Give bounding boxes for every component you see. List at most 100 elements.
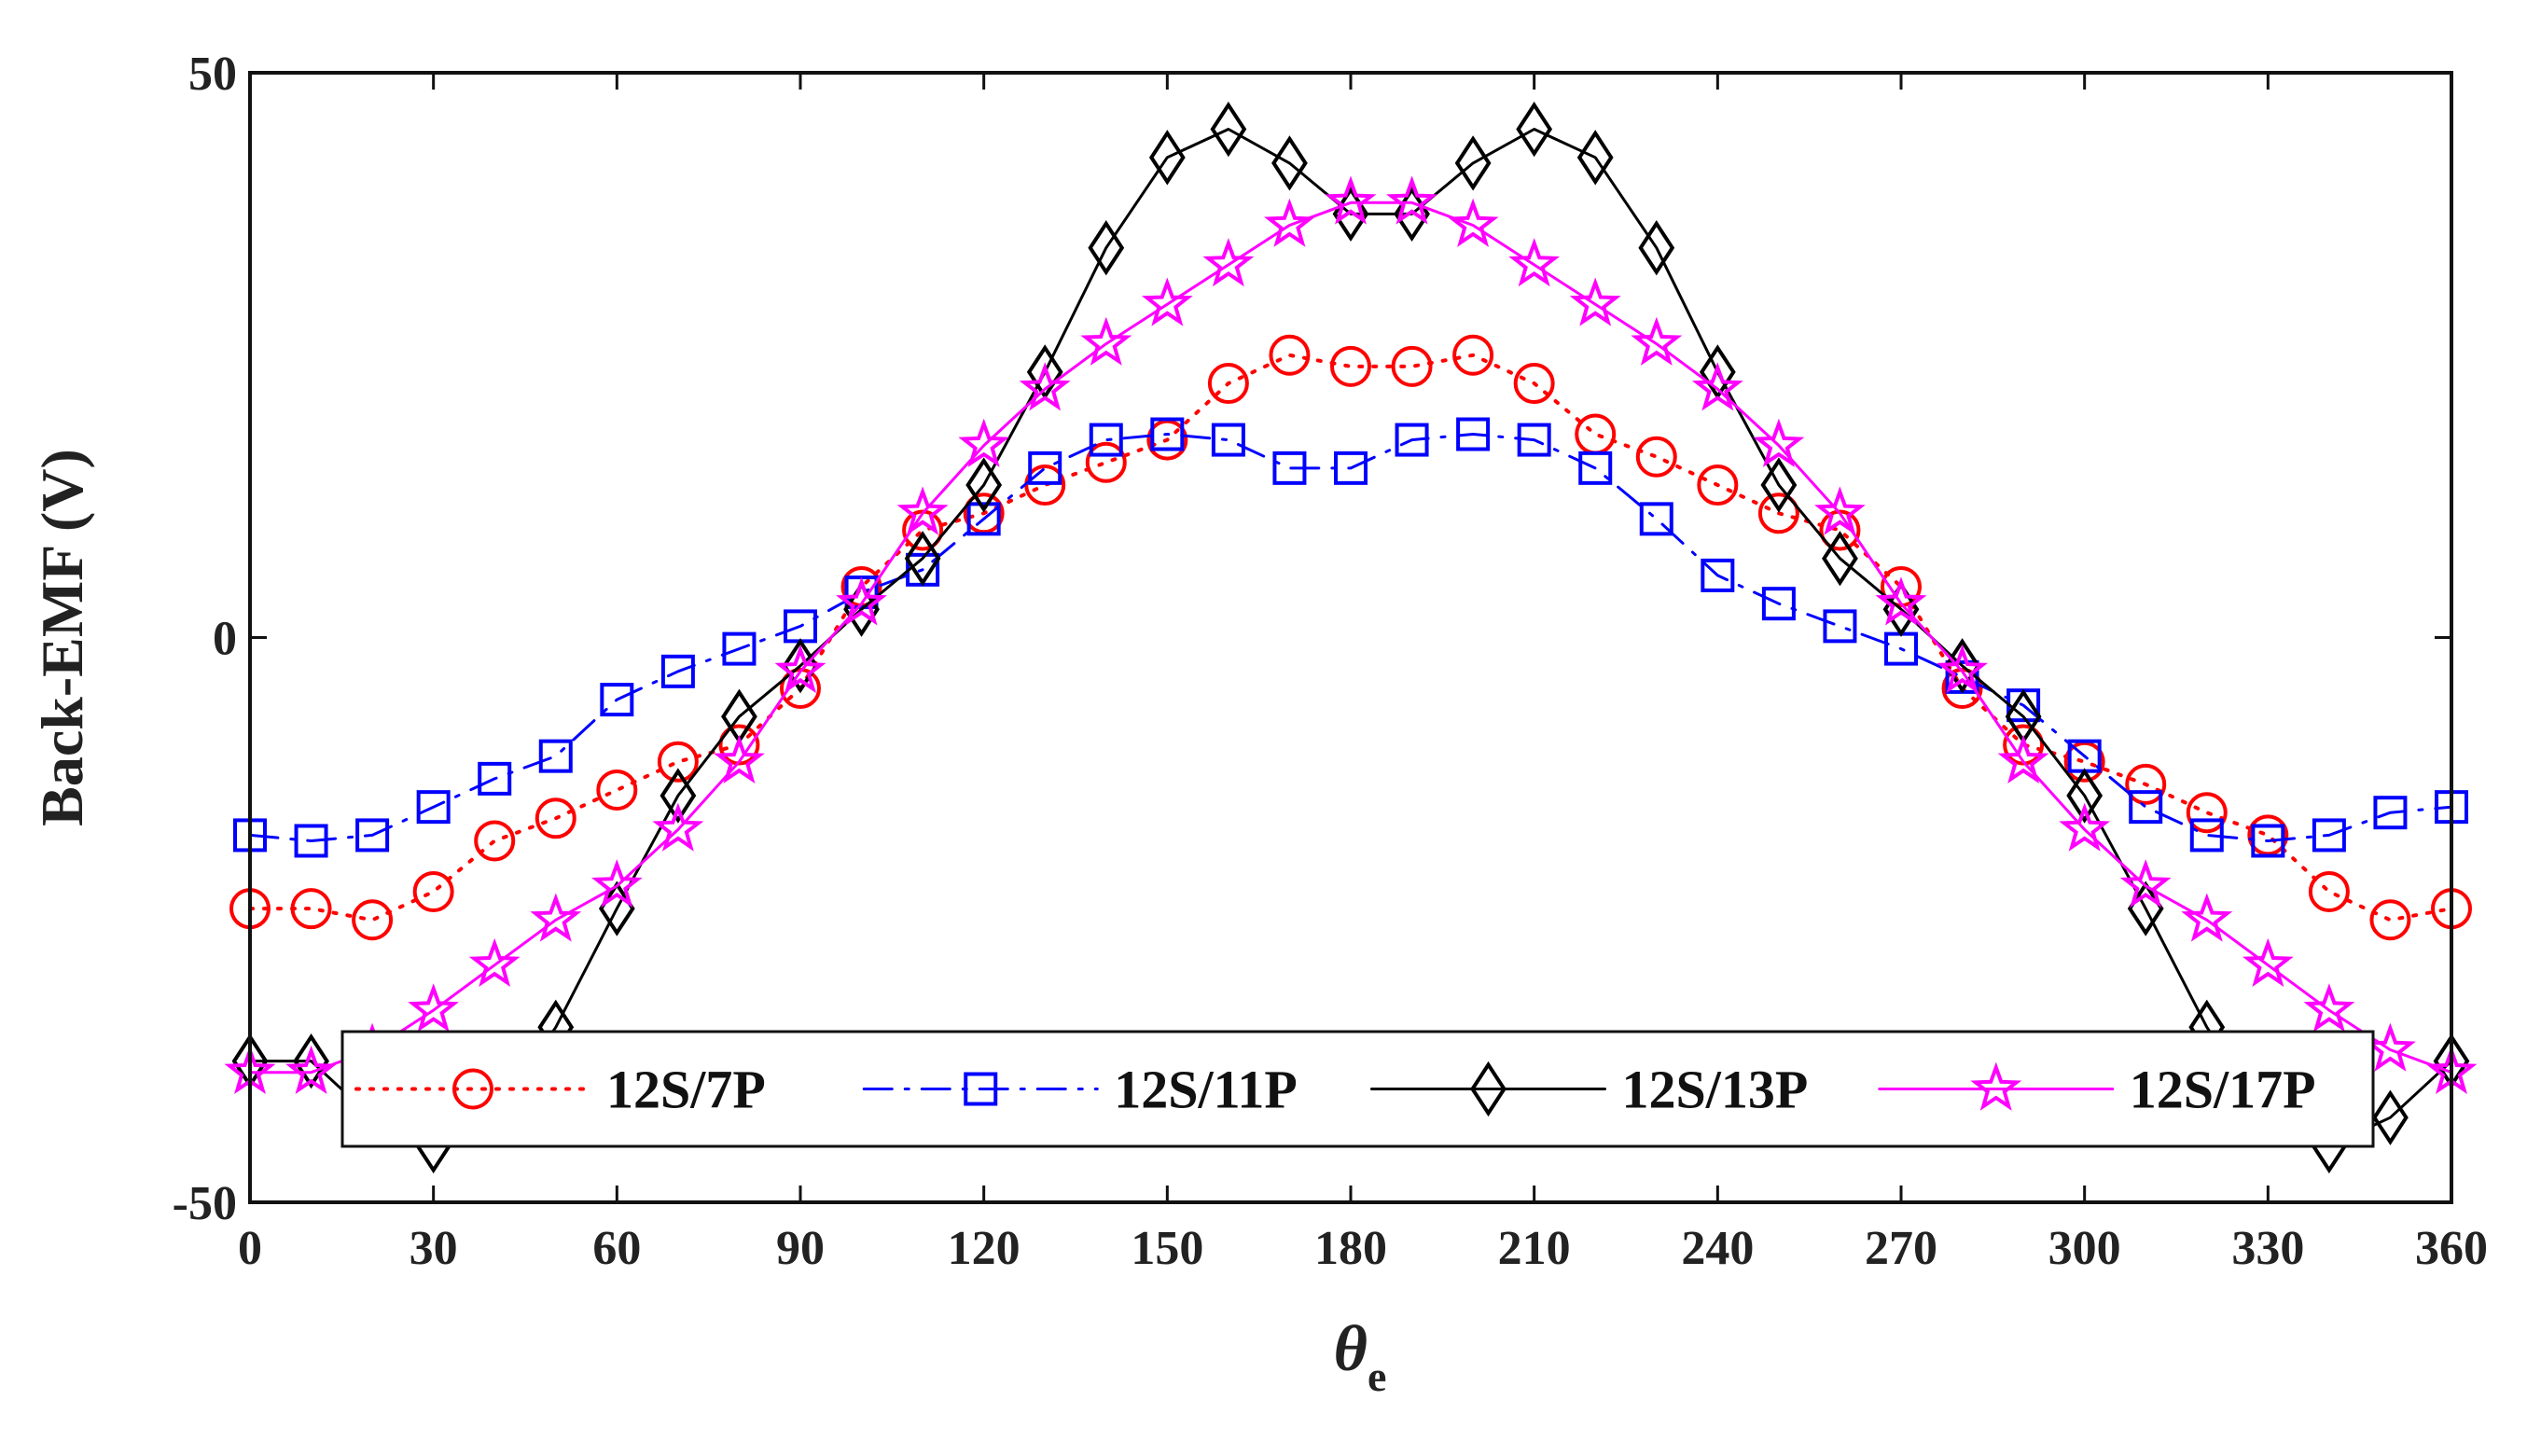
data-point-12s-17p [1080, 316, 1132, 366]
data-point-12s-7p [1635, 436, 1677, 478]
data-point-12s-17p [1202, 238, 1255, 287]
series-line-12s-13p [248, 128, 2453, 1147]
data-point-12s-17p [2242, 937, 2294, 988]
data-point-12s-17p [285, 1045, 337, 1095]
data-point-12s-13p [1882, 581, 1920, 637]
data-point-12s-11p [2312, 818, 2346, 853]
data-point-12s-17p [530, 893, 582, 942]
data-point-12s-17p [2303, 983, 2355, 1033]
series-layer [224, 101, 2478, 1174]
data-point-12s-13p [1638, 220, 1675, 276]
data-point-12s-7p [290, 888, 332, 930]
data-point-12s-13p [1822, 531, 1858, 587]
data-point-12s-13p [2372, 1089, 2409, 1145]
data-point-12s-17p [2365, 1022, 2416, 1072]
data-point-12s-17p [1875, 576, 1927, 626]
y-tick-label: -50 [173, 1177, 237, 1230]
data-point-12s-11p [1028, 451, 1062, 485]
data-point-12s-7p [1575, 413, 1617, 455]
data-point-12s-7p [1146, 419, 1188, 461]
data-point-12s-11p [660, 654, 695, 688]
data-point-12s-17p [468, 937, 521, 988]
data-point-12s-7p [1757, 492, 1799, 534]
data-point-12s-13p [965, 457, 1003, 513]
data-point-12s-13p [843, 581, 880, 637]
legend-marker-12s-13p [1470, 1061, 1507, 1117]
data-point-12s-7p [2125, 763, 2167, 805]
data-point-12s-17p [1753, 418, 1805, 467]
data-point-12s-17p [408, 983, 460, 1033]
series-line-12s-11p [248, 433, 2453, 842]
data-point-12s-11p [2129, 790, 2163, 825]
data-point-12s-17p [1447, 198, 1499, 247]
legend-entry-12s-7p: 12S/7P [354, 1060, 766, 1120]
data-point-12s-17p [1325, 175, 1377, 225]
data-point-12s-7p [1330, 345, 1371, 387]
data-point-12s-13p [2066, 768, 2104, 824]
series-12s-13p [231, 101, 2470, 1174]
x-tick-label: 120 [948, 1222, 1021, 1275]
data-point-12s-7p [1513, 363, 1555, 405]
legend-entry-12s-13p: 12S/13P [1370, 1060, 1809, 1120]
legend-label-12s-11p: 12S/11P [1114, 1060, 1298, 1120]
data-point-12s-17p [590, 859, 643, 908]
series-12s-7p [229, 334, 2472, 941]
x-tick-label: 240 [1681, 1222, 1754, 1275]
data-point-12s-11p [2251, 824, 2285, 858]
data-point-12s-11p [1089, 423, 1123, 457]
series-12s-11p [233, 417, 2468, 858]
data-point-12s-17p [1569, 277, 1621, 326]
legend-marker-12s-11p [964, 1072, 998, 1106]
data-point-12s-7p [352, 899, 394, 941]
data-point-12s-7p [1452, 334, 1494, 376]
x-tick-label: 30 [410, 1222, 458, 1275]
data-point-12s-11p [2373, 796, 2408, 830]
x-tick-label: 210 [1498, 1222, 1571, 1275]
data-point-12s-7p [1085, 441, 1127, 483]
data-point-12s-13p [293, 1033, 329, 1089]
legend-entry-12s-11p: 12S/11P [862, 1060, 1298, 1120]
data-point-12s-13p [660, 768, 697, 824]
data-point-12s-7p [1391, 345, 1433, 387]
x-axis-subscript: e [1368, 1352, 1386, 1400]
data-point-12s-7p [1697, 465, 1739, 506]
data-point-12s-13p [1760, 457, 1798, 513]
data-point-12s-17p [836, 576, 887, 626]
legend-marker-12s-17p [1970, 1061, 2022, 1111]
data-point-12s-11p [722, 631, 757, 666]
legend-label-12s-17p: 12S/17P [2130, 1060, 2316, 1120]
x-tick-label: 330 [2231, 1222, 2304, 1275]
y-tick-label: 0 [213, 613, 237, 666]
data-point-12s-11p [416, 790, 451, 825]
data-point-12s-7p [2247, 814, 2289, 856]
data-point-12s-17p [652, 802, 704, 852]
data-point-12s-11p [2189, 818, 2224, 853]
data-point-12s-17p [1937, 644, 1988, 694]
data-point-12s-7p [474, 820, 516, 862]
x-tick-label: 180 [1314, 1222, 1387, 1275]
data-point-12s-17p [2181, 893, 2233, 942]
data-point-12s-7p [2369, 899, 2411, 941]
legend-entry-12s-17p: 12S/17P [1878, 1060, 2316, 1120]
data-point-12s-17p [1386, 175, 1437, 225]
data-point-12s-17p [1508, 238, 1561, 287]
data-point-12s-17p [774, 644, 826, 694]
data-point-12s-13p [904, 531, 941, 587]
data-point-12s-17p [1264, 198, 1315, 247]
data-point-12s-11p [1517, 423, 1551, 457]
data-point-12s-7p [2063, 741, 2105, 783]
data-point-12s-7p [963, 492, 1005, 534]
data-point-12s-17p [1631, 316, 1683, 366]
x-tick-label: 300 [2048, 1222, 2121, 1275]
data-point-12s-7p [535, 797, 576, 839]
x-tick-label: 360 [2415, 1222, 2488, 1275]
data-point-12s-17p [1814, 486, 1866, 535]
x-tick-label: 60 [592, 1222, 641, 1275]
data-point-12s-11p [1211, 423, 1245, 457]
legend-label-12s-7p: 12S/7P [606, 1060, 766, 1120]
data-point-12s-17p [896, 486, 949, 535]
data-point-12s-7p [1269, 334, 1311, 376]
legend-label-12s-13p: 12S/13P [1622, 1060, 1809, 1120]
data-point-12s-17p [1997, 734, 2049, 784]
